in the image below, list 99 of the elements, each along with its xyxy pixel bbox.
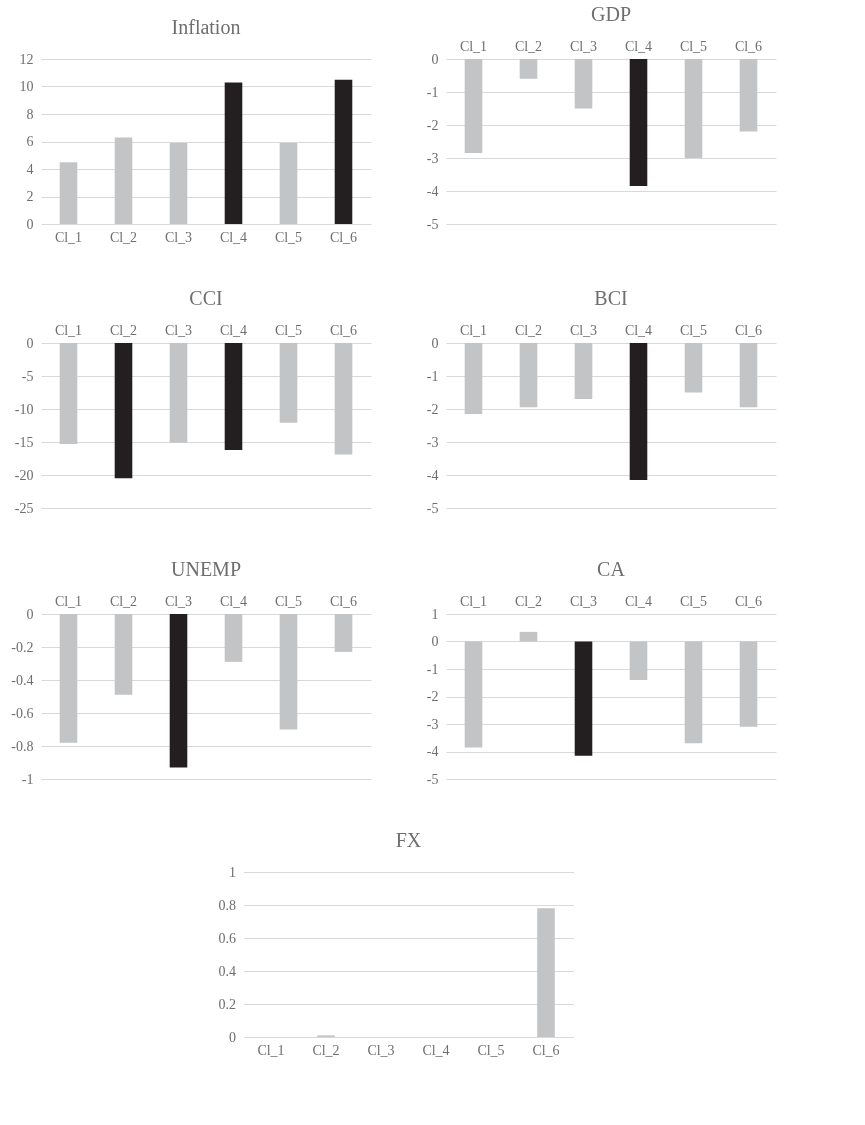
- y-tick-label: 0: [431, 51, 439, 67]
- x-tick-label: Cl_5: [274, 322, 303, 338]
- y-tick-label: 4: [26, 161, 34, 177]
- bar: [334, 79, 353, 224]
- bar: [169, 142, 188, 224]
- chart-title: BCI: [594, 287, 628, 309]
- y-tick-label: 6: [26, 134, 34, 149]
- x-tick-label: Cl_2: [109, 593, 138, 609]
- y-tick-label: 0: [26, 606, 34, 622]
- y-tick-label: 2: [26, 189, 34, 204]
- x-tick-label: Cl_6: [329, 593, 358, 609]
- x-tick-label: Cl_4: [624, 593, 653, 609]
- y-tick-label: 0: [431, 634, 439, 649]
- x-tick-label: Cl_5: [679, 322, 708, 338]
- x-tick-label: Cl_2: [514, 38, 543, 54]
- chart-title: UNEMP: [170, 558, 242, 580]
- y-tick-label: 0: [431, 335, 439, 351]
- chart-title: GDP: [590, 3, 632, 25]
- y-tick-label: 12: [19, 51, 34, 67]
- x-tick-label: Cl_4: [219, 322, 248, 338]
- y-tick-label: -2: [426, 689, 439, 704]
- y-tick-label: 10: [19, 79, 34, 94]
- y-tick-label: 1: [229, 864, 236, 880]
- y-tick-label: -15: [14, 434, 34, 450]
- y-tick-label: -25: [14, 500, 34, 516]
- chart-title: CCI: [189, 287, 223, 309]
- y-tick-label: -5: [426, 771, 439, 787]
- y-tick-label: -20: [14, 467, 34, 483]
- bar: [279, 142, 298, 224]
- x-tick-label: Cl_3: [569, 322, 598, 338]
- y-tick-label: -1: [426, 368, 439, 384]
- bar: [114, 137, 133, 224]
- x-tick-label: Cl_1: [459, 38, 488, 54]
- y-tick-label: 0: [26, 335, 34, 351]
- x-tick-label: Cl_6: [734, 322, 763, 338]
- x-tick-label: Cl_2: [312, 1042, 340, 1058]
- y-tick-label: -3: [426, 716, 439, 732]
- y-tick-label: 0.4: [218, 963, 236, 979]
- x-tick-label: Cl_3: [569, 593, 598, 609]
- y-tick-label: -2: [426, 401, 439, 417]
- x-tick-label: Cl_2: [514, 593, 543, 609]
- x-tick-label: Cl_5: [274, 593, 303, 609]
- x-tick-label: Cl_6: [329, 229, 358, 245]
- x-tick-label: Cl_4: [624, 38, 653, 54]
- y-tick-label: -3: [426, 150, 439, 166]
- x-tick-label: Cl_3: [164, 593, 193, 609]
- y-tick-label: -0.4: [11, 672, 34, 688]
- x-tick-label: Cl_3: [164, 229, 193, 245]
- y-tick-label: -0.2: [11, 639, 34, 655]
- x-tick-label: Cl_1: [54, 229, 83, 245]
- y-tick-label: -0.8: [11, 738, 34, 754]
- x-tick-label: Cl_4: [219, 229, 248, 245]
- y-tick-label: -2: [426, 117, 439, 133]
- x-tick-label: Cl_2: [514, 322, 543, 338]
- y-tick-label: -5: [21, 368, 34, 384]
- x-tick-label: Cl_5: [274, 229, 303, 245]
- y-tick-label: -4: [426, 744, 439, 759]
- y-tick-label: -1: [426, 84, 439, 100]
- y-tick-label: -5: [426, 216, 439, 232]
- y-tick-label: 0: [229, 1029, 236, 1045]
- x-tick-label: Cl_5: [679, 38, 708, 54]
- x-tick-label: Cl_3: [367, 1042, 395, 1058]
- chart-title: FX: [395, 829, 422, 851]
- x-tick-label: Cl_2: [109, 229, 138, 245]
- x-tick-label: Cl_5: [477, 1042, 505, 1058]
- y-tick-label: 0.8: [218, 897, 236, 913]
- x-tick-label: Cl_6: [734, 38, 763, 54]
- chart-title: Inflation: [171, 16, 241, 38]
- x-tick-label: Cl_1: [459, 322, 488, 338]
- y-tick-label: 1: [431, 606, 439, 622]
- x-tick-label: Cl_6: [532, 1042, 560, 1058]
- x-tick-label: Cl_2: [109, 322, 138, 338]
- y-tick-label: 0.2: [218, 996, 236, 1012]
- y-tick-label: -3: [426, 434, 439, 450]
- y-tick-label: -0.6: [11, 705, 34, 721]
- bar: [59, 162, 78, 224]
- y-tick-label: 0: [26, 216, 34, 232]
- x-tick-label: Cl_4: [624, 322, 653, 338]
- x-tick-label: Cl_1: [54, 322, 83, 338]
- y-tick-label: 0.6: [218, 930, 236, 946]
- x-tick-label: Cl_3: [164, 322, 193, 338]
- bar: [224, 82, 243, 224]
- y-tick-label: -1: [21, 771, 34, 787]
- y-tick-label: -5: [426, 500, 439, 516]
- x-tick-label: Cl_6: [329, 322, 358, 338]
- y-tick-label: -10: [14, 401, 34, 417]
- x-tick-label: Cl_1: [54, 593, 83, 609]
- x-tick-label: Cl_1: [257, 1042, 285, 1058]
- y-tick-label: -4: [426, 183, 439, 199]
- y-tick-label: -1: [426, 661, 439, 677]
- x-tick-label: Cl_1: [459, 593, 488, 609]
- x-tick-label: Cl_4: [422, 1042, 450, 1058]
- y-tick-label: -4: [426, 467, 439, 483]
- x-tick-label: Cl_6: [734, 593, 763, 609]
- x-tick-label: Cl_5: [679, 593, 708, 609]
- chart-title: CA: [597, 558, 626, 580]
- x-tick-label: Cl_4: [219, 593, 248, 609]
- y-tick-label: 8: [26, 106, 34, 122]
- x-tick-label: Cl_3: [569, 38, 598, 54]
